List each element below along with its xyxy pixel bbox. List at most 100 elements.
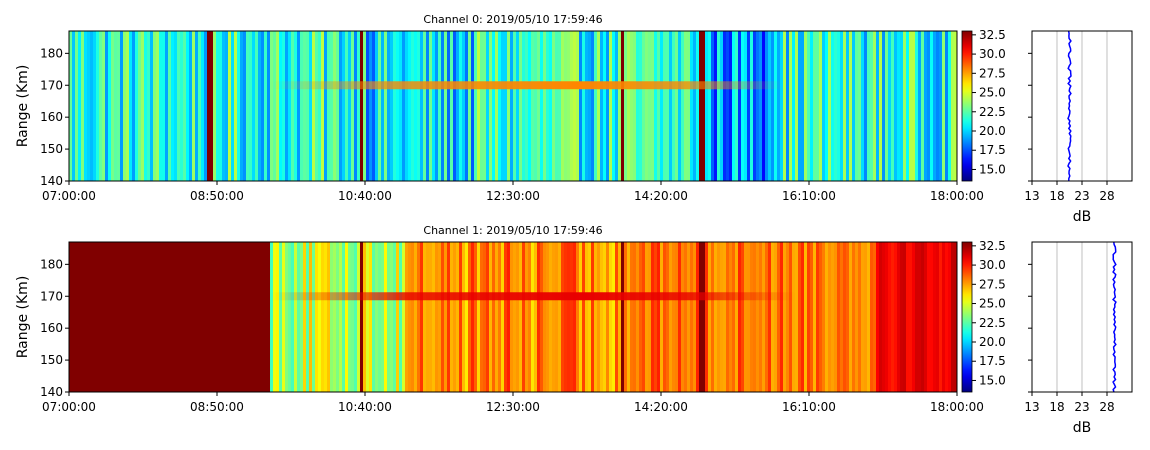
heatmap-column — [354, 242, 358, 392]
heatmap-column — [738, 31, 742, 181]
heatmap-column — [393, 31, 397, 181]
ytick-label: 160 — [40, 110, 63, 124]
heatmap-column — [948, 31, 952, 181]
heatmap-column — [825, 31, 829, 181]
colorbar-tick-label: 27.5 — [979, 66, 1006, 80]
heatmap-column — [720, 31, 724, 181]
heatmap-column — [558, 242, 562, 392]
heatmap-column — [366, 31, 370, 181]
heatmap-column — [882, 242, 886, 392]
heatmap-column — [867, 242, 871, 392]
heatmap-column — [153, 31, 157, 181]
heatmap-column — [636, 31, 640, 181]
heatmap-column — [93, 242, 97, 392]
heatmap-column — [285, 242, 289, 392]
heatmap-column — [282, 242, 286, 392]
heatmap-column — [870, 242, 874, 392]
heatmap-column — [105, 31, 109, 181]
heatmap-column — [198, 242, 202, 392]
heatmap-column — [72, 31, 76, 181]
heatmap-column — [96, 242, 100, 392]
heatmap-column — [450, 31, 454, 181]
colorbar-tick-label: 20.0 — [979, 124, 1006, 138]
heatmap-column — [594, 31, 598, 181]
heatmap-column — [858, 31, 862, 181]
heatmap-column — [513, 31, 517, 181]
heatmap-column — [324, 242, 328, 392]
ytick-label: 170 — [40, 78, 63, 92]
heatmap-column — [534, 242, 538, 392]
heatmap-column — [150, 31, 154, 181]
heatmap-column — [438, 242, 442, 392]
heatmap-column — [648, 31, 652, 181]
heatmap-column — [741, 242, 745, 392]
heatmap-column — [171, 242, 175, 392]
heatmap-column — [192, 31, 196, 181]
heatmap-column — [372, 242, 376, 392]
heatmap-column — [906, 242, 910, 392]
heatmap-column — [894, 242, 898, 392]
heatmap-column — [813, 242, 817, 392]
heatmap-column — [552, 31, 556, 181]
profile-line — [1112, 241, 1117, 393]
heatmap-column — [408, 31, 412, 181]
heatmap-column — [615, 31, 619, 181]
heatmap-column — [96, 31, 100, 181]
colorbar-tick-label: 22.5 — [979, 105, 1006, 119]
colorbar-tick-label: 15.0 — [979, 373, 1006, 387]
heatmap-column — [366, 242, 370, 392]
heatmap-column — [663, 31, 667, 181]
heatmap-column — [456, 242, 460, 392]
heatmap-column — [711, 242, 715, 392]
heatmap-column — [690, 31, 694, 181]
heatmap-column — [438, 31, 442, 181]
heatmap-column — [618, 31, 622, 181]
heatmap-column — [258, 31, 262, 181]
heatmap-column — [453, 31, 457, 181]
heatmap-column — [402, 242, 406, 392]
heatmap-column — [309, 31, 313, 181]
heatmap-column — [369, 31, 373, 181]
heatmap-column — [495, 242, 499, 392]
heatmap-column — [528, 31, 532, 181]
heatmap-column — [696, 31, 700, 181]
heatmap-column — [321, 31, 325, 181]
heatmap-column — [933, 31, 937, 181]
heatmap-column — [756, 31, 760, 181]
heatmap-column — [798, 242, 802, 392]
heatmap-column — [435, 242, 439, 392]
heatmap-column — [168, 31, 172, 181]
heatmap-column — [642, 242, 646, 392]
heatmap-column — [384, 31, 388, 181]
heatmap-column — [762, 31, 766, 181]
heatmap-column — [945, 31, 949, 181]
heatmap-column — [669, 242, 673, 392]
heatmap-column — [918, 31, 922, 181]
heatmap-column — [234, 242, 238, 392]
heatmap-column — [636, 242, 640, 392]
heatmap-column — [285, 31, 289, 181]
xtick-label: 07:00:00 — [42, 189, 96, 203]
channel-1-heatmap — [69, 242, 958, 392]
heatmap-column — [534, 31, 538, 181]
heatmap-column — [936, 31, 940, 181]
heatmap-column — [930, 242, 934, 392]
heatmap-column — [114, 242, 118, 392]
heatmap-column — [201, 242, 205, 392]
heatmap-column — [888, 242, 892, 392]
ytick-label: 180 — [40, 46, 63, 60]
heatmap-column — [186, 31, 190, 181]
heatmap-column — [156, 242, 160, 392]
heatmap-column — [423, 31, 427, 181]
channel-1-yticks: 140 150 160 170 180 — [40, 257, 69, 399]
heatmap-column — [75, 31, 79, 181]
heatmap-column — [300, 31, 304, 181]
heatmap-column — [216, 242, 220, 392]
heatmap-column — [903, 242, 907, 392]
heatmap-column — [270, 242, 274, 392]
heatmap-column — [525, 242, 529, 392]
xtick-label: 16:10:00 — [782, 189, 836, 203]
heatmap-column — [924, 31, 928, 181]
heatmap-column — [657, 31, 661, 181]
heatmap-column — [687, 31, 691, 181]
